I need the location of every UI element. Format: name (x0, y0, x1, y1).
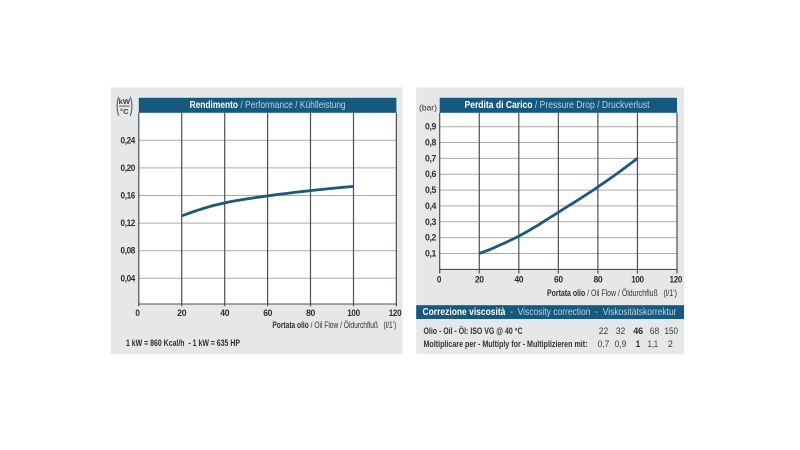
svg-text:20: 20 (475, 275, 484, 286)
svg-text:°C: °C (120, 107, 129, 116)
svg-text:0: 0 (135, 308, 139, 319)
svg-text:0,8: 0,8 (425, 138, 436, 149)
svg-text:0,3: 0,3 (425, 217, 436, 228)
svg-text:120: 120 (670, 275, 683, 286)
svg-text:0,6: 0,6 (425, 169, 436, 180)
svg-text:0,7: 0,7 (425, 153, 436, 164)
svg-text:60: 60 (263, 308, 272, 319)
svg-text:0,04: 0,04 (121, 273, 136, 284)
svg-text:100: 100 (347, 308, 360, 319)
svg-text:Rendimento / Performance / Küh: Rendimento / Performance / Kühlleistung (190, 99, 346, 111)
svg-text:0: 0 (437, 275, 441, 286)
svg-text:Portata olio / Oil Flow / Öldu: Portata olio / Oil Flow / Öldurchfluß (l… (547, 288, 677, 298)
svg-text:0,20: 0,20 (121, 163, 136, 174)
svg-text:150: 150 (665, 326, 679, 337)
svg-text:2: 2 (668, 339, 673, 350)
svg-text:100: 100 (631, 275, 644, 286)
svg-text:Correzione viscosità - Visco: Correzione viscosità - Viscosity correct… (423, 306, 677, 318)
svg-text:80: 80 (306, 308, 315, 319)
svg-text:0,2: 0,2 (425, 233, 436, 244)
svg-text:Portata olio / Oil Flow / Öldu: Portata olio / Oil Flow / Öldurchfluß (l… (272, 320, 396, 330)
svg-text:0,4: 0,4 (425, 201, 437, 212)
svg-text:68: 68 (650, 326, 660, 337)
svg-text:Olio - Oil - Öl: ISO VG @ 40 °: Olio - Oil - Öl: ISO VG @ 40 °C (424, 326, 523, 337)
svg-text:0,5: 0,5 (425, 185, 437, 196)
svg-text:40: 40 (514, 275, 523, 286)
svg-text:22: 22 (599, 326, 609, 337)
svg-text:Moltiplicare per - Multiply fo: Moltiplicare per - Multiply for - Multip… (424, 339, 588, 350)
svg-text:32: 32 (616, 326, 626, 337)
svg-text:0,08: 0,08 (121, 246, 136, 257)
svg-text:1 kW = 860 Kcal/h - 1 kW = 63: 1 kW = 860 Kcal/h - 1 kW = 635 HP (126, 338, 240, 348)
svg-text:60: 60 (554, 275, 563, 286)
svg-text:(bar): (bar) (419, 103, 437, 113)
svg-text:0,1: 0,1 (425, 249, 437, 260)
svg-text:kW: kW (119, 97, 131, 106)
svg-text:Perdita di Carico / Pressure D: Perdita di Carico / Pressure Drop / Druc… (465, 99, 650, 111)
svg-text:0,24: 0,24 (121, 135, 136, 146)
svg-text:80: 80 (594, 275, 603, 286)
svg-text:1,1: 1,1 (648, 339, 659, 350)
svg-text:0,12: 0,12 (121, 218, 136, 229)
svg-text:0,16: 0,16 (121, 191, 136, 202)
svg-text:1: 1 (636, 339, 641, 350)
svg-text:40: 40 (220, 308, 229, 319)
svg-text:0,7: 0,7 (598, 339, 610, 350)
svg-text:46: 46 (633, 326, 643, 337)
svg-text:0,9: 0,9 (615, 339, 627, 350)
svg-text:20: 20 (177, 308, 186, 319)
svg-text:0,9: 0,9 (425, 122, 436, 133)
svg-text:120: 120 (389, 308, 402, 319)
